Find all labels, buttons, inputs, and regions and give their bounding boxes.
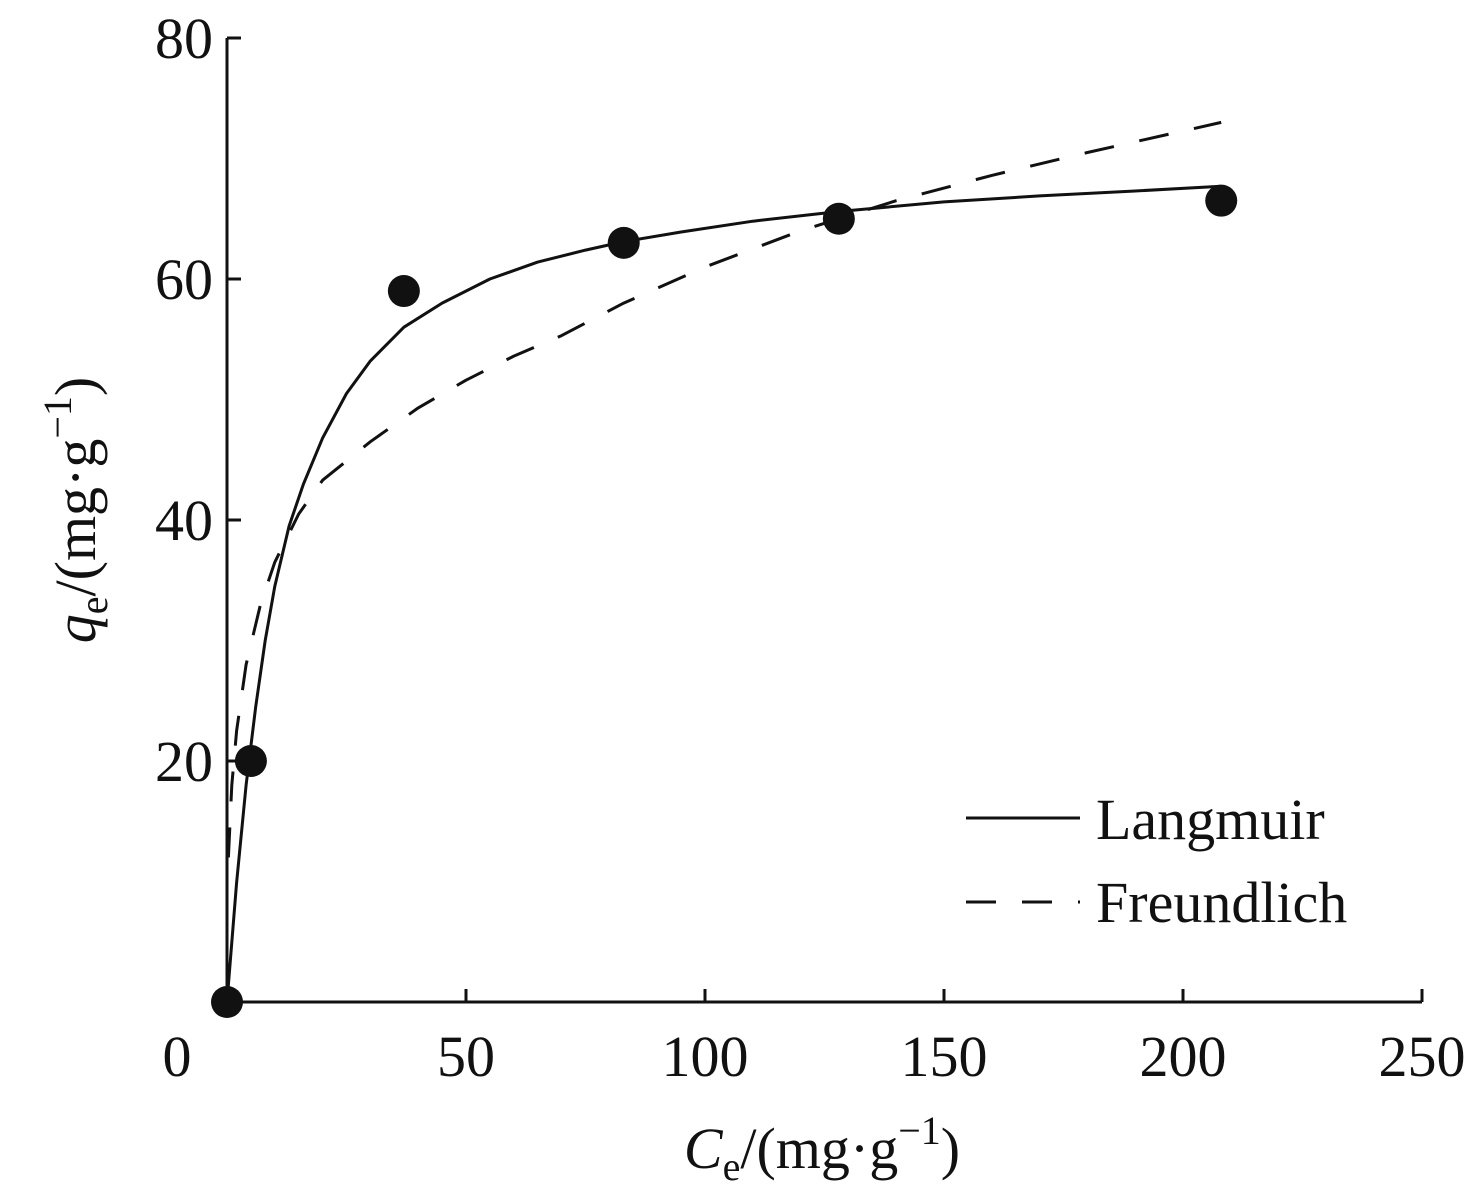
y-axis-title: qe/(mg·g−1) (35, 377, 116, 644)
y-axis: 20 40 60 80 (155, 6, 241, 1002)
x-axis-title-sub: e (723, 1144, 741, 1189)
legend-label-freundlich: Freundlich (1096, 870, 1347, 935)
x-tick-label: 50 (437, 1024, 495, 1089)
x-tick-label: 250 (1379, 1024, 1466, 1089)
y-axis-title-sub: e (71, 596, 116, 614)
y-tick-label: 20 (155, 729, 213, 794)
data-point (234, 745, 267, 777)
data-point (387, 275, 420, 308)
legend: Langmuir Freundlich (966, 787, 1347, 935)
data-point (1205, 184, 1238, 217)
x-tick-label: 150 (901, 1024, 988, 1089)
fit-curves (225, 120, 1222, 1003)
legend-label-langmuir: Langmuir (1096, 787, 1325, 852)
x-axis-title-close: ) (941, 1116, 960, 1181)
y-axis-title-unit: /(mg·g (43, 439, 108, 597)
series-line-langmuir (225, 184, 1222, 1003)
x-axis-title-var: C (684, 1116, 724, 1181)
series-line-freundlich (226, 120, 1222, 858)
x-tick-label: 100 (662, 1024, 749, 1089)
data-point (607, 226, 640, 259)
data-points (211, 184, 1238, 1018)
x-tick-label: 0 (163, 1024, 192, 1089)
y-tick-label: 80 (155, 6, 213, 71)
x-axis-title-sup: −1 (898, 1108, 941, 1153)
x-axis-title-unit: /(mg·g (740, 1116, 898, 1181)
y-tick-label: 60 (155, 247, 213, 312)
y-axis-title-var: q (43, 614, 108, 643)
x-axis: 0 50 100 150 200 250 (163, 989, 1466, 1089)
y-tick-label: 40 (155, 488, 213, 553)
x-axis-title: Ce/(mg·g−1) (684, 1108, 960, 1189)
x-tick-label: 200 (1140, 1024, 1227, 1089)
y-axis-title-sup: −1 (35, 396, 80, 439)
y-axis-title-close: ) (43, 377, 108, 396)
data-point (822, 202, 855, 235)
